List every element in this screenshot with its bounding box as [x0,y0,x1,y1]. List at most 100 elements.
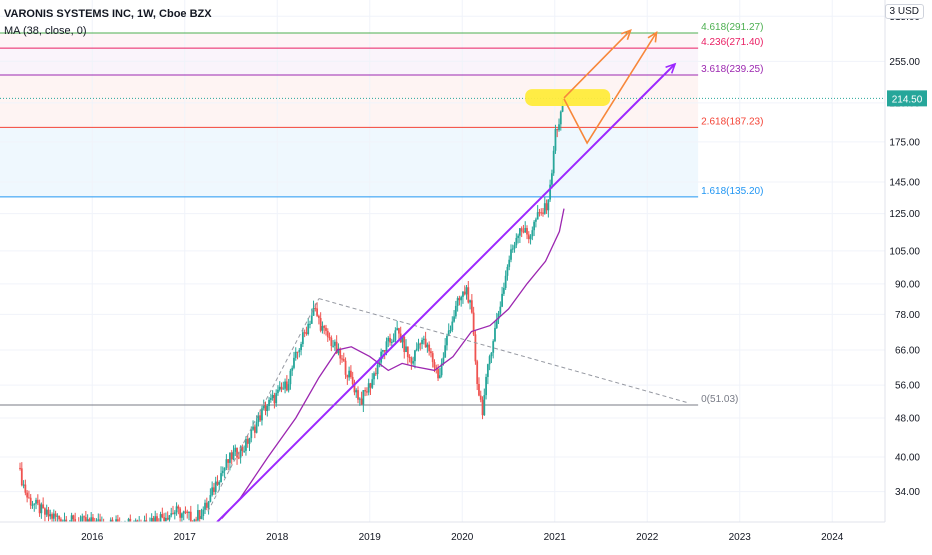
candle-body [424,338,427,348]
candle-body [29,497,32,506]
candle-body [385,341,388,352]
candle-body [316,308,318,316]
candle-body [490,352,493,357]
price-axis-bg [885,0,932,550]
candle-body [451,321,454,331]
candle-body [193,519,196,522]
candle-body [549,184,552,200]
candle-body [211,487,214,496]
candle-body [51,514,53,519]
moving-average-layer [221,208,565,519]
candle-body [47,509,50,517]
candle-body [415,348,418,351]
candle-body [499,306,502,314]
candle-body [492,341,495,353]
candle-body [463,291,466,295]
candle-body [33,503,36,505]
candle-body [545,203,548,211]
candle-body [364,390,367,392]
candle-body [204,502,206,510]
candle-body [481,399,484,416]
candle-body [301,332,304,345]
candle-body [207,501,210,508]
candle-body [426,344,429,348]
candle-body [341,358,343,360]
candle-body [401,336,404,343]
highlight-marker [525,89,611,106]
candle-body [88,519,91,522]
candle-body [430,351,432,354]
candle-body [259,415,262,421]
drawings [207,28,690,523]
candle-body [44,508,46,515]
candle-body [273,395,276,404]
candle-body [136,520,139,522]
candle-body [412,361,415,364]
candle-body [213,487,215,492]
candle-body [520,228,523,232]
last-price-label: 214.50 [892,94,923,105]
candle-body [314,307,317,309]
candle-body [508,259,511,267]
candles [19,98,564,530]
fib-label: 3.618(239.25) [701,64,763,75]
candle-body [92,517,94,522]
candle-body [355,390,358,393]
candle-body [497,313,500,320]
candle-body [277,389,279,394]
candle-body [234,447,237,452]
candle-body [374,373,377,375]
fib-levels: 4.618(291.27) 4.236(271.40) 3.618(239.25) 2… [0,22,885,406]
candle-body [433,362,436,368]
candle-body [485,376,487,396]
candle-body [307,323,310,335]
candle-body [458,298,461,301]
candle-body [373,373,375,380]
candle-body [447,330,450,336]
candle-body [321,326,324,331]
candle-body [284,381,286,389]
candle-body [339,348,342,359]
candle-body [175,506,178,513]
candle-body [31,504,34,506]
candle-body [26,492,29,498]
candle-body [109,519,112,522]
candle-body [220,473,222,483]
candle-body [189,511,192,522]
candle-body [479,395,482,400]
candle-body [280,386,283,390]
candle-body [504,275,507,288]
candle-body [392,340,395,343]
candle-body [186,511,189,514]
candle-body [143,520,146,522]
vertical-grid [91,0,833,522]
last-price-badge [887,90,927,107]
currency-button[interactable]: 3 USD [884,4,924,19]
candle-body [172,513,174,515]
candle-body [60,519,62,522]
candle-body [428,344,431,352]
candle-body [198,510,201,520]
candle-body [166,517,169,520]
price-tick-label: 56.00 [895,381,920,392]
candle-body [253,426,256,433]
candle-body [382,350,384,352]
moving-average-line [221,208,565,519]
candle-body [262,404,265,409]
price-tick-label: 105.00 [889,246,920,257]
candle-body [474,334,477,362]
candle-body [472,312,475,335]
year-tick-label: 2018 [266,532,289,543]
candle-body [154,516,157,522]
year-tick-label: 2019 [359,532,382,543]
fib-label: 0(51.03) [701,394,738,405]
candle-body [229,452,231,463]
candle-body [389,337,391,343]
candle-body [390,342,393,344]
candle-body [534,219,537,222]
candle-body [387,337,390,342]
indicator-legend[interactable]: MA (38, close, 0) [4,25,87,37]
candle-body [24,484,27,493]
